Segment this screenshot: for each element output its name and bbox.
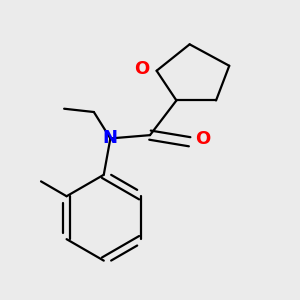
- Text: N: N: [103, 129, 118, 147]
- Text: O: O: [134, 60, 149, 78]
- Text: O: O: [195, 130, 211, 148]
